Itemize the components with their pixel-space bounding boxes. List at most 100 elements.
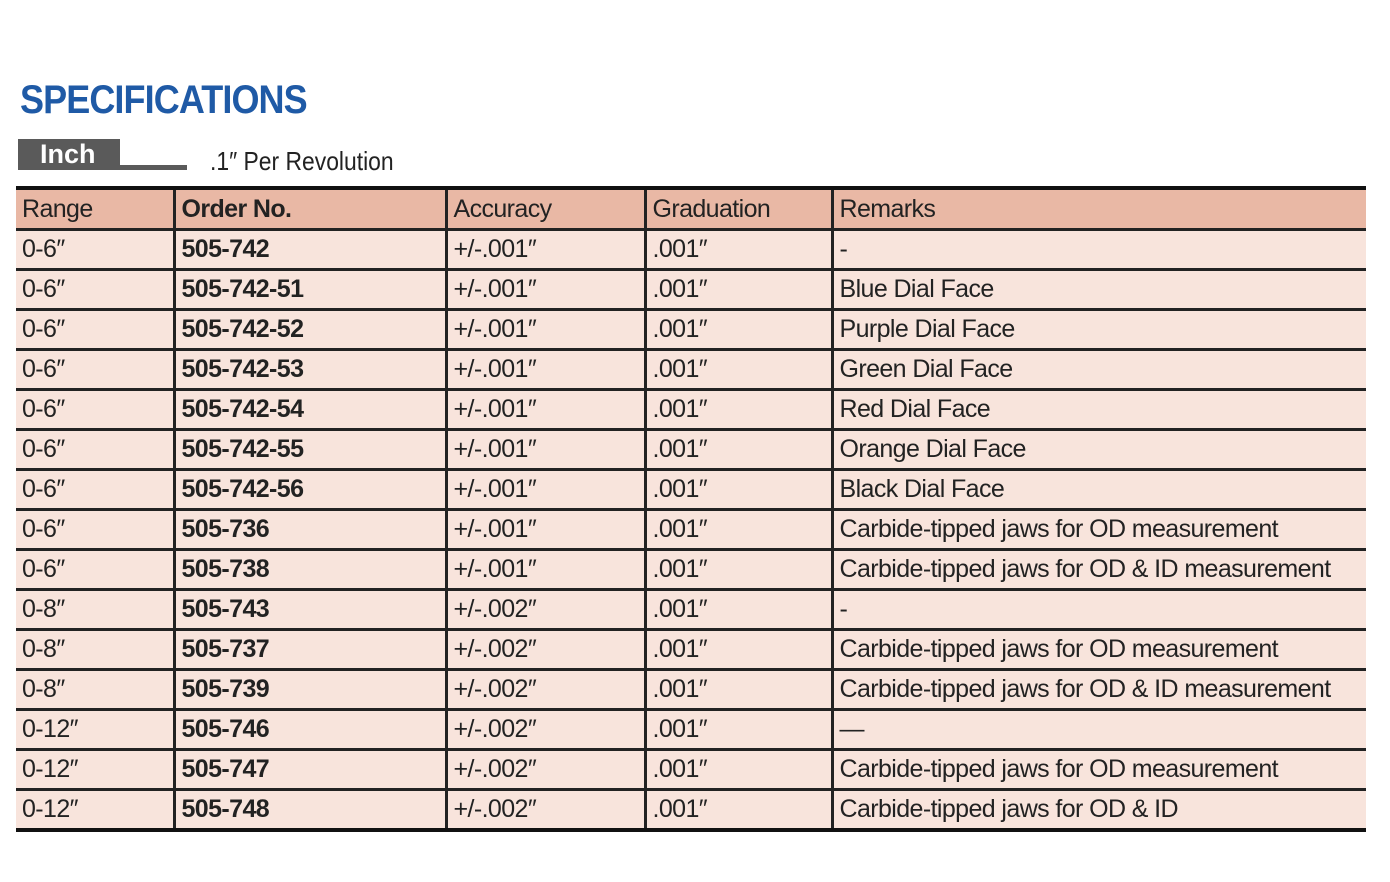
table-cell: 505-736	[174, 509, 448, 551]
table-row: 0-6″ 505-742-53 +/-.001″ .001″ Green Dial Fa…	[16, 349, 1366, 391]
table-cell: .001″	[645, 789, 834, 830]
title: SPECIFICATIONS	[20, 78, 308, 122]
table-cell: Carbide-tipped jaws for OD measurement	[832, 629, 1366, 671]
table-row: 0-8″ 505-743 +/-.002″ .001″ -	[16, 589, 1366, 631]
table-cell: .001″	[645, 429, 834, 471]
table-cell: 0-6″	[16, 549, 176, 591]
spec-table: Range Order No. Accuracy Graduation Remarks …	[16, 186, 1366, 832]
table-cell: 0-6″	[16, 269, 176, 311]
table-cell: 0-8″	[16, 669, 176, 711]
table-row: 0-8″ 505-739 +/-.002″ .001″ Carbide-tipped j…	[16, 669, 1366, 711]
table-cell: Carbide-tipped jaws for OD & ID measurem…	[832, 669, 1366, 711]
table-cell: Orange Dial Face	[832, 429, 1366, 471]
table-cell: 505-747	[174, 749, 448, 791]
table-cell: .001″	[645, 749, 834, 791]
table-cell: .001″	[645, 509, 834, 551]
table-cell: 505-742-51	[174, 269, 448, 311]
table-row: 0-6″ 505-736 +/-.001″ .001″ Carbide-tipped j…	[16, 509, 1366, 551]
table-row: 0-6″ 505-742-55 +/-.001″ .001″ Orange Dial F…	[16, 429, 1366, 471]
table-cell: +/-.002″	[446, 789, 647, 830]
table-cell: .001″	[645, 629, 834, 671]
table-cell: 0-8″	[16, 589, 176, 631]
table-cell: Green Dial Face	[832, 349, 1366, 391]
table-cell: Carbide-tipped jaws for OD measurement	[832, 749, 1366, 791]
table-cell: 0-6″	[16, 509, 176, 551]
table-cell: +/-.001″	[446, 309, 647, 351]
table-cell: +/-.002″	[446, 629, 647, 671]
table-cell: -	[832, 229, 1366, 271]
table-cell: 505-739	[174, 669, 448, 711]
column-header: Order No.	[174, 188, 448, 231]
table-cell: 505-738	[174, 549, 448, 591]
table-cell: .001″	[645, 309, 834, 351]
table-body: 0-6″ 505-742 +/-.001″ .001″ -0-6″ 505-742-51 +…	[16, 229, 1366, 830]
table-cell: +/-.002″	[446, 749, 647, 791]
table-cell: 505-742	[174, 229, 448, 271]
table-row: 0-6″ 505-738 +/-.001″ .001″ Carbide-tipped j…	[16, 549, 1366, 591]
table-cell: 0-6″	[16, 389, 176, 431]
column-header: Accuracy	[446, 188, 647, 231]
table-cell: +/-.001″	[446, 549, 647, 591]
table-cell: .001″	[645, 669, 834, 711]
table-cell: Carbide-tipped jaws for OD & ID	[832, 789, 1366, 830]
table-row: 0-6″ 505-742 +/-.001″ .001″ -	[16, 229, 1366, 271]
table-cell: 0-8″	[16, 629, 176, 671]
table-cell: 505-742-52	[174, 309, 448, 351]
table-row: 0-12″ 505-748 +/-.002″ .001″ Carbide-tipped …	[16, 789, 1366, 830]
table-cell: 505-748	[174, 789, 448, 830]
table-cell: Carbide-tipped jaws for OD measurement	[832, 509, 1366, 551]
table-cell: 505-742-55	[174, 429, 448, 471]
table-cell: .001″	[645, 389, 834, 431]
table-cell: .001″	[645, 469, 834, 511]
column-header: Remarks	[832, 188, 1366, 231]
table-cell: —	[832, 709, 1366, 751]
table-cell: 505-746	[174, 709, 448, 751]
column-header: Graduation	[645, 188, 834, 231]
table-cell: +/-.001″	[446, 509, 647, 551]
table-cell: +/-.002″	[446, 669, 647, 711]
table-cell: .001″	[645, 229, 834, 271]
table-cell: .001″	[645, 589, 834, 631]
table-row: 0-6″ 505-742-52 +/-.001″ .001″ Purple Dial F…	[16, 309, 1366, 351]
table-cell: 505-742-53	[174, 349, 448, 391]
table-row: 0-12″ 505-746 +/-.002″ .001″ —	[16, 709, 1366, 751]
table-cell: 0-12″	[16, 709, 176, 751]
table-cell: +/-.001″	[446, 469, 647, 511]
table-cell: +/-.001″	[446, 389, 647, 431]
table-cell: 0-6″	[16, 469, 176, 511]
table-row: 0-6″ 505-742-51 +/-.001″ .001″ Blue Dial Fac…	[16, 269, 1366, 311]
table-cell: 505-737	[174, 629, 448, 671]
table-cell: +/-.002″	[446, 709, 647, 751]
table-cell: 0-6″	[16, 429, 176, 471]
table-cell: 0-12″	[16, 789, 176, 830]
table-cell: -	[832, 589, 1366, 631]
table-cell: 0-12″	[16, 749, 176, 791]
table-cell: +/-.001″	[446, 269, 647, 311]
table-cell: 0-6″	[16, 229, 176, 271]
unit-tab: Inch	[18, 139, 120, 170]
table-cell: +/-.001″	[446, 349, 647, 391]
table-cell: 505-743	[174, 589, 448, 631]
table-row: 0-6″ 505-742-54 +/-.001″ .001″ Red Dial Face	[16, 389, 1366, 431]
header-row: Range Order No. Accuracy Graduation Remarks	[16, 188, 1366, 231]
table-cell: +/-.001″	[446, 229, 647, 271]
table-cell: Purple Dial Face	[832, 309, 1366, 351]
revolution-note: .1″ Per Revolution	[210, 146, 394, 176]
table-cell: Black Dial Face	[832, 469, 1366, 511]
table-cell: +/-.001″	[446, 429, 647, 471]
table-cell: +/-.002″	[446, 589, 647, 631]
table-cell: Red Dial Face	[832, 389, 1366, 431]
table-row: 0-12″ 505-747 +/-.002″ .001″ Carbide-tipped …	[16, 749, 1366, 791]
table-cell: .001″	[645, 549, 834, 591]
table-cell: .001″	[645, 709, 834, 751]
table-cell: .001″	[645, 269, 834, 311]
table-cell: 0-6″	[16, 349, 176, 391]
table-cell: 0-6″	[16, 309, 176, 351]
table-cell: .001″	[645, 349, 834, 391]
table-cell: Blue Dial Face	[832, 269, 1366, 311]
table-cell: Carbide-tipped jaws for OD & ID measurem…	[832, 549, 1366, 591]
table-cell: 505-742-54	[174, 389, 448, 431]
column-header: Range	[16, 188, 176, 231]
tab-underline	[120, 165, 187, 170]
